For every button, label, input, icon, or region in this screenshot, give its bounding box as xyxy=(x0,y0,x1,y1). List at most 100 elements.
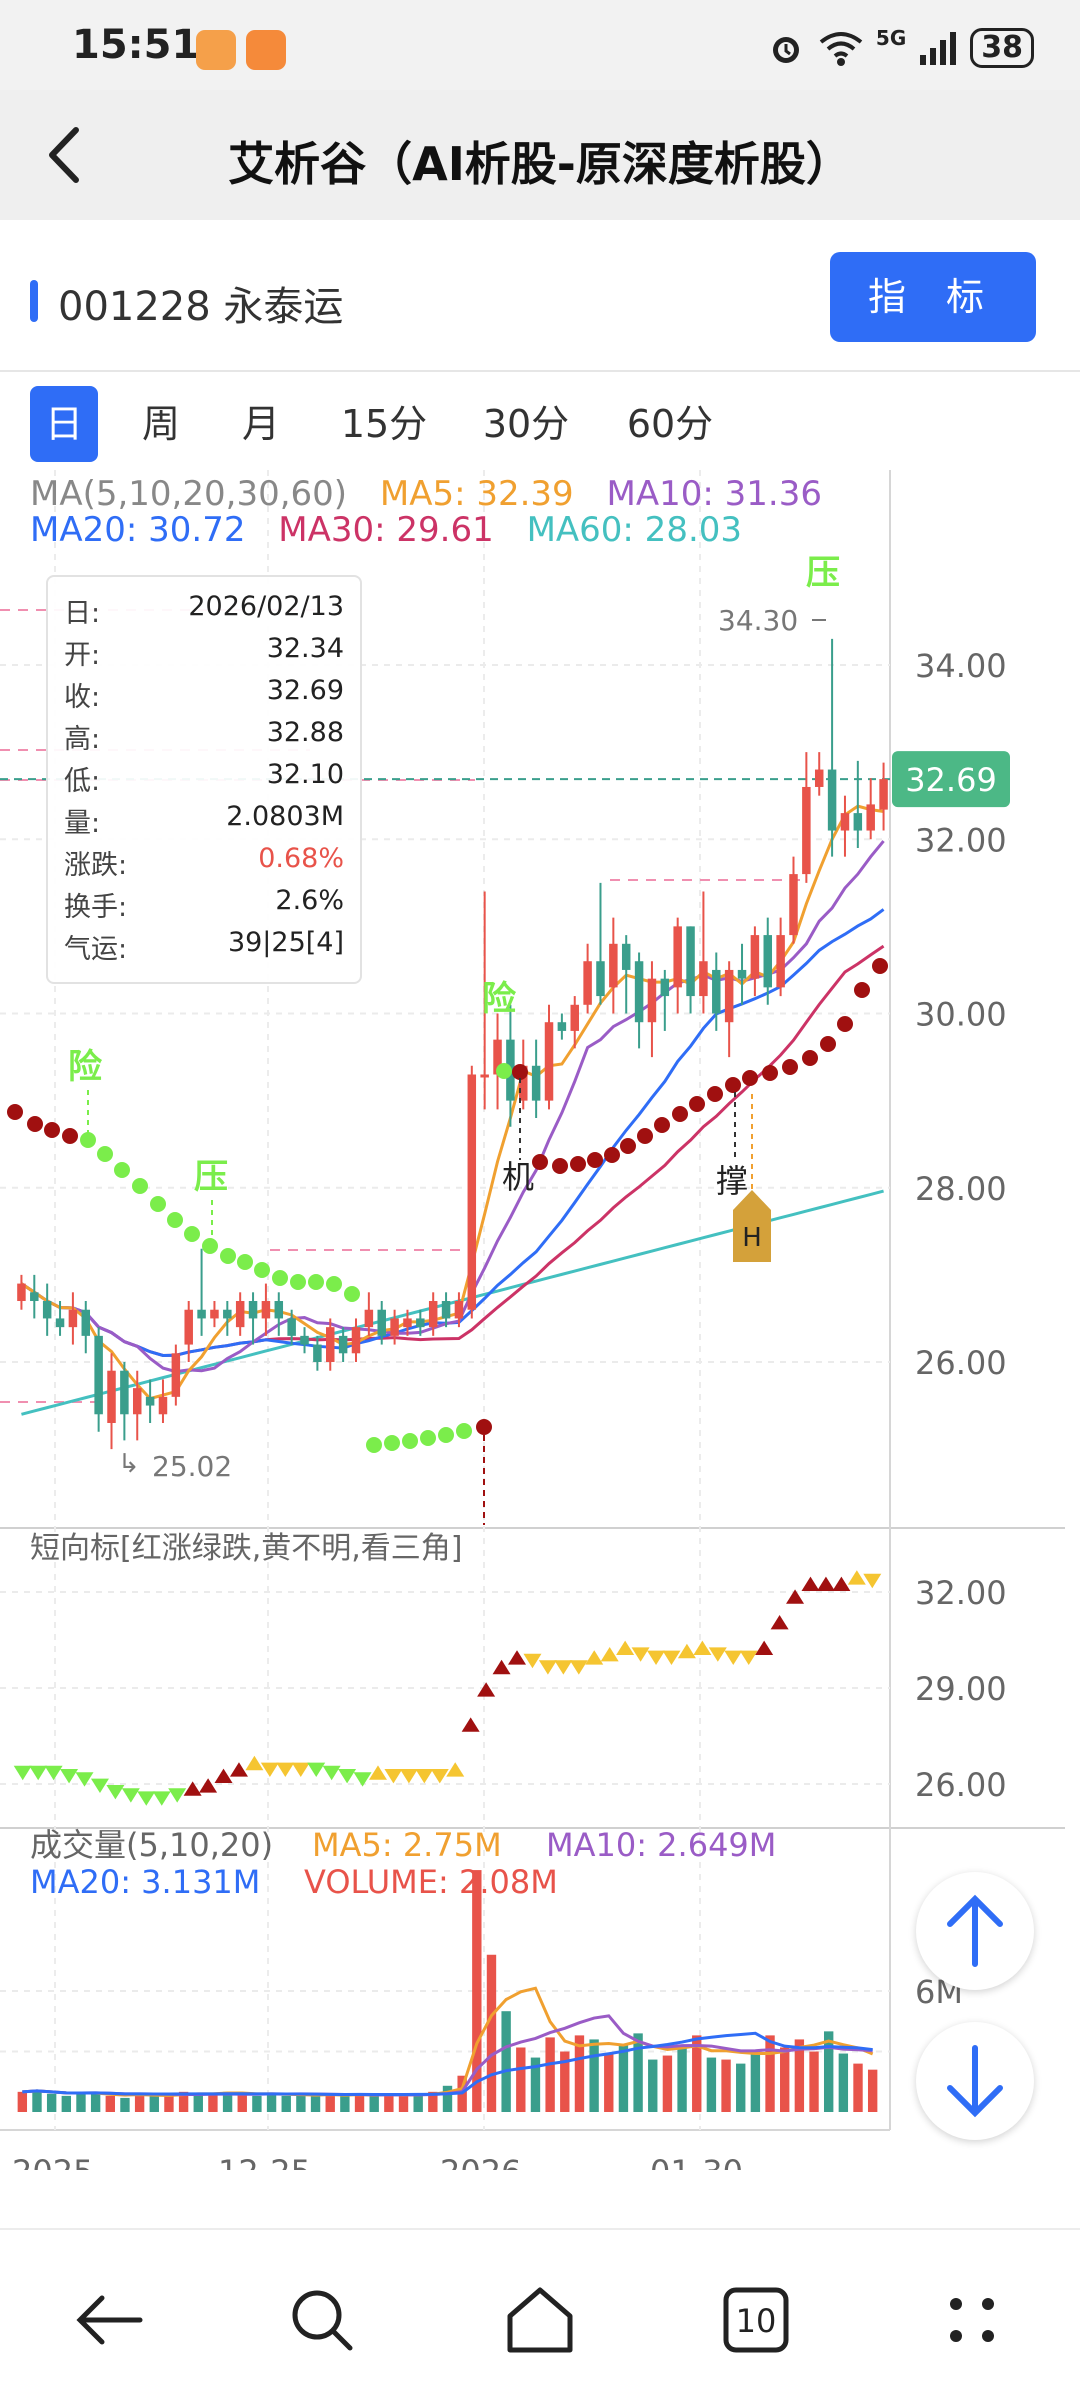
volume-title: 成交量(5,10,20) xyxy=(30,1826,273,1864)
volume-bar xyxy=(296,2093,306,2112)
short-indicator-triangle xyxy=(847,1570,866,1585)
signal-dot-red xyxy=(802,1050,818,1066)
x-tick-label: 2025 xyxy=(12,2153,93,2170)
signal-dot-green xyxy=(237,1254,253,1270)
candle-body xyxy=(454,1301,464,1319)
page-title: 艾析谷（AI析股-原深度析股） xyxy=(228,137,852,191)
volume-bar xyxy=(486,1954,497,2112)
scroll-down-button[interactable] xyxy=(916,2022,1034,2140)
candle-body xyxy=(42,1301,52,1319)
volume-bar xyxy=(501,2011,511,2112)
app-notification-icon xyxy=(196,30,236,70)
search-icon[interactable] xyxy=(282,2280,362,2360)
candle-body xyxy=(596,961,605,997)
short-indicator-triangle xyxy=(554,1660,573,1675)
signal-dot-green xyxy=(167,1212,183,1228)
volume-bar xyxy=(442,2085,453,2112)
volume-bar xyxy=(120,2097,130,2112)
short-indicator-triangle xyxy=(446,1762,465,1777)
more-menu-icon[interactable] xyxy=(932,2280,1012,2360)
x-tick-label: 12-25 xyxy=(218,2153,311,2170)
y-tick-label: 26.00 xyxy=(915,1344,1007,1382)
candle-body xyxy=(763,935,773,988)
y-tick-label: 26.00 xyxy=(915,1766,1007,1804)
candle-body xyxy=(287,1318,296,1336)
tab-30min[interactable]: 30分 xyxy=(482,402,570,446)
short-indicator-triangle xyxy=(677,1643,696,1659)
candle-body xyxy=(699,961,708,997)
alarm-icon xyxy=(772,37,799,63)
ma10-legend: MA10: 31.36 xyxy=(606,474,822,514)
volume-bar xyxy=(428,2091,438,2112)
volume-bar xyxy=(604,2053,614,2112)
back-arrow-icon[interactable] xyxy=(34,118,94,192)
last-price-label: 32.69 xyxy=(905,761,997,799)
signal-dot-red xyxy=(512,1064,528,1080)
volume-bar xyxy=(398,2095,409,2112)
signal-dot-red xyxy=(707,1086,723,1102)
tab-day[interactable]: 日 xyxy=(30,386,98,462)
candle-body xyxy=(802,786,811,875)
tooltip-value: 32.69 xyxy=(266,675,344,706)
candle-body xyxy=(570,1004,579,1031)
signal-dot-green xyxy=(220,1248,236,1264)
tab-60min[interactable]: 60分 xyxy=(626,402,714,446)
volume-bar xyxy=(589,2039,599,2112)
arrow-up-icon xyxy=(947,1894,1003,1967)
signal-dot-red xyxy=(654,1117,670,1133)
candle-body xyxy=(609,943,618,988)
app-header: 艾析谷（AI析股-原深度析股） xyxy=(0,90,1080,220)
volume-bar xyxy=(369,2095,379,2112)
indicator-button[interactable]: 指 标 xyxy=(830,252,1036,342)
short-indicator-triangle xyxy=(600,1647,619,1662)
stock-bar: 001228 永泰运 指 标 xyxy=(0,220,1080,372)
y-tick-label: 32.00 xyxy=(915,821,1007,859)
candle-body xyxy=(557,1022,567,1031)
tab-15min[interactable]: 15分 xyxy=(340,402,428,446)
browser-bottom-nav: 10 xyxy=(0,2228,1080,2402)
tooltip-key: 涨跌: xyxy=(64,850,128,881)
signal-dot-green xyxy=(402,1433,418,1449)
volume-bar xyxy=(17,2091,28,2112)
tooltip-row: 量: 2.0803M xyxy=(64,801,344,841)
volume-ma20-legend: MA20: 3.131M xyxy=(30,1863,260,1901)
candle-body xyxy=(840,813,850,831)
signal-dot-red xyxy=(742,1070,758,1086)
short-indicator-triangle xyxy=(770,1615,789,1630)
y-tick-label: 28.00 xyxy=(915,1170,1007,1208)
volume-bar xyxy=(706,2057,717,2112)
signal-dot-red xyxy=(587,1152,603,1168)
short-indicator-triangle xyxy=(461,1717,480,1732)
volume-bar xyxy=(237,2093,247,2112)
tab-week[interactable]: 周 xyxy=(141,402,180,446)
scroll-up-button[interactable] xyxy=(916,1872,1034,1990)
home-icon[interactable] xyxy=(500,2280,580,2360)
short-indicator-triangle xyxy=(75,1772,94,1787)
volume-bar xyxy=(384,2093,394,2112)
candle-body xyxy=(660,978,670,997)
signal-dot-red xyxy=(689,1096,705,1112)
tooltip-value: 32.88 xyxy=(266,717,344,748)
tooltip-value: 0.68% xyxy=(258,843,344,874)
volume-bar xyxy=(134,2093,145,2112)
tabs-count-icon[interactable]: 10 xyxy=(716,2280,796,2360)
signal-dot-green xyxy=(438,1427,454,1443)
volume-bar xyxy=(765,2035,775,2112)
candle-body xyxy=(248,1301,258,1319)
short-indicator-triangle xyxy=(214,1768,233,1783)
ma60-legend: MA60: 28.03 xyxy=(526,510,743,550)
volume-bar xyxy=(662,2055,673,2112)
volume-bar xyxy=(325,2093,335,2112)
short-indicator-triangle xyxy=(137,1791,156,1806)
tooltip-key: 收: xyxy=(64,682,101,713)
short-indicator-triangle xyxy=(662,1650,681,1665)
volume-bar xyxy=(545,2037,555,2112)
tooltip-key: 低: xyxy=(64,766,101,797)
signal-dot-red xyxy=(762,1065,778,1081)
tooltip-value: 2.0803M xyxy=(226,801,344,832)
candle-body xyxy=(158,1396,168,1415)
tab-month[interactable]: 月 xyxy=(241,402,280,446)
candle-body xyxy=(493,1039,502,1075)
back-icon[interactable] xyxy=(70,2280,150,2360)
